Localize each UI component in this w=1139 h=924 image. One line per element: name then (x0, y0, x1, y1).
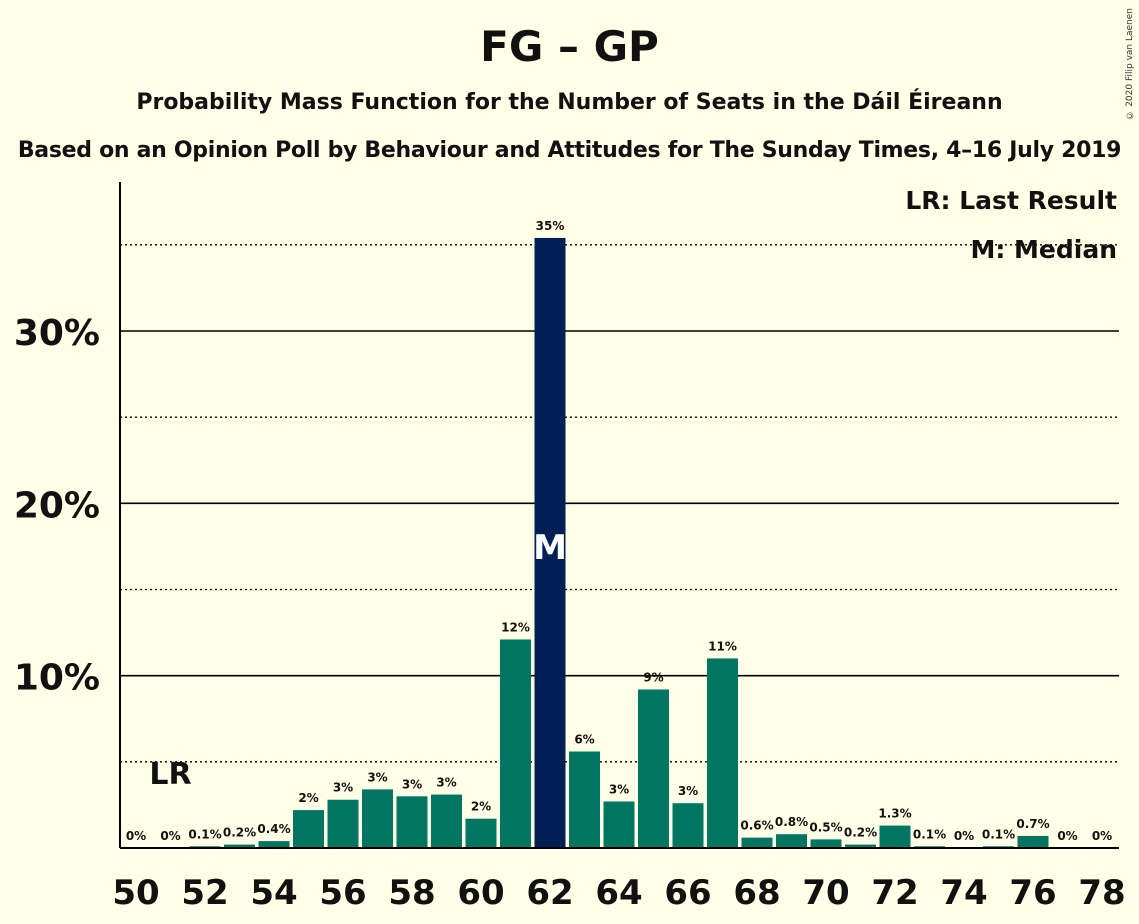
bar-seat-66 (672, 803, 704, 848)
x-tick-label-74: 74 (940, 873, 987, 913)
bar-value-label-60: 2% (471, 800, 491, 814)
bar-value-label-66: 3% (678, 784, 698, 798)
bar-value-label-69: 0.8% (775, 815, 808, 829)
bar-value-label-70: 0.5% (809, 820, 842, 834)
bar-seat-70 (810, 839, 842, 848)
x-tick-label-68: 68 (733, 873, 780, 913)
x-tick-label-76: 76 (1009, 873, 1056, 913)
legend-last-result: LR: Last Result (905, 186, 1117, 215)
x-tick-label-52: 52 (181, 873, 228, 913)
bar-seat-67 (707, 658, 738, 848)
bar-value-label-59: 3% (436, 776, 456, 790)
x-tick-label-78: 78 (1078, 873, 1125, 913)
bar-seat-60 (465, 818, 497, 848)
legend-median: M: Median (970, 235, 1117, 264)
bar-seat-59 (431, 794, 462, 848)
bar-value-label-53: 0.2% (223, 826, 256, 840)
bar-seat-54 (258, 841, 290, 848)
bar-value-label-61: 12% (501, 620, 530, 634)
x-tick-label-58: 58 (388, 873, 435, 913)
bar-value-label-52: 0.1% (188, 827, 221, 841)
bar-value-label-75: 0.1% (982, 827, 1015, 841)
x-tick-label-56: 56 (319, 873, 366, 913)
x-tick-label-54: 54 (250, 873, 297, 913)
x-tick-label-66: 66 (664, 873, 711, 913)
bar-value-label-57: 3% (367, 770, 387, 784)
bar-seat-58 (396, 796, 428, 848)
x-tick-label-64: 64 (595, 873, 642, 913)
y-tick-label-20: 20% (14, 485, 100, 526)
chart-subtitle: Probability Mass Function for the Number… (136, 90, 1003, 115)
bar-seat-57 (362, 789, 393, 848)
x-tick-label-72: 72 (871, 873, 918, 913)
median-marker: M (533, 528, 567, 568)
bar-seat-72 (879, 825, 911, 848)
y-tick-label-10: 10% (14, 658, 100, 699)
bar-value-label-73: 0.1% (913, 827, 946, 841)
bar-seat-63 (569, 751, 600, 848)
bar-value-label-65: 9% (643, 670, 663, 684)
bar-value-label-77: 0% (1057, 829, 1077, 843)
bar-value-label-67: 11% (708, 639, 737, 653)
bar-value-label-50: 0% (126, 829, 146, 843)
bar-seat-76 (1017, 835, 1049, 848)
bar-seat-62 (534, 237, 566, 848)
bar-seat-56 (327, 799, 359, 848)
x-tick-label-60: 60 (457, 873, 504, 913)
chart-title: FG – GP (480, 22, 659, 71)
bar-value-label-78: 0% (1092, 829, 1112, 843)
bar-seat-64 (603, 801, 635, 848)
bar-value-label-58: 3% (402, 777, 422, 791)
x-tick-label-50: 50 (112, 873, 159, 913)
bar-seat-71 (845, 844, 876, 848)
bar-value-label-63: 6% (574, 732, 594, 746)
bar-seat-69 (776, 834, 807, 848)
bar-value-label-76: 0.7% (1016, 817, 1049, 831)
bar-value-label-71: 0.2% (844, 826, 877, 840)
bar-value-label-62: 35% (536, 219, 565, 233)
bar-seat-68 (741, 837, 773, 848)
bar-value-label-54: 0.4% (257, 822, 290, 836)
bar-value-label-72: 1.3% (878, 807, 911, 821)
x-tick-label-70: 70 (802, 873, 849, 913)
bar-value-label-64: 3% (609, 782, 629, 796)
bar-value-label-51: 0% (160, 829, 180, 843)
y-tick-label-30: 30% (14, 313, 100, 354)
bar-value-label-68: 0.6% (740, 819, 773, 833)
bar-seat-61 (500, 639, 531, 848)
bar-seat-65 (638, 689, 669, 848)
x-tick-label-62: 62 (526, 873, 573, 913)
bar-value-label-74: 0% (954, 829, 974, 843)
bar-value-label-55: 2% (298, 791, 318, 805)
bar-seat-55 (293, 810, 324, 848)
bar-seat-53 (224, 844, 255, 848)
last-result-marker: LR (149, 757, 191, 792)
bar-value-label-56: 3% (333, 781, 353, 795)
chart-subtitle-poll: Based on an Opinion Poll by Behaviour an… (17, 138, 1122, 163)
